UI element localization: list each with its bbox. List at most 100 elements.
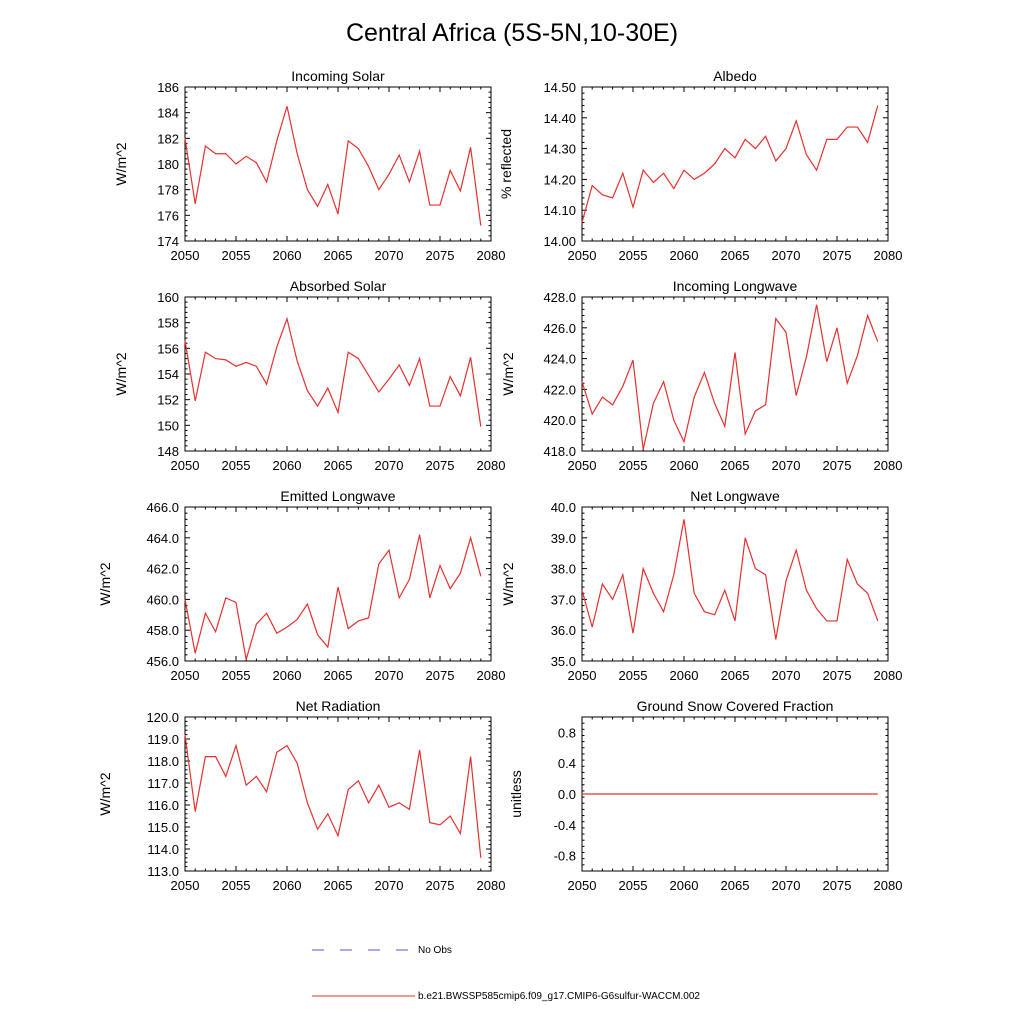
y-axis-label: W/m^2 [97,562,113,605]
x-tick-label: 2060 [273,878,302,893]
y-tick-label: 150 [157,418,179,433]
x-tick-label: 2070 [772,248,801,263]
panel-title: Incoming Solar [291,68,385,84]
panel-8: Ground Snow Covered Fraction unitless 2050… [508,698,902,893]
plot-frame [184,506,492,662]
x-tick-label: 2075 [823,878,852,893]
y-tick-label: 182 [157,131,179,146]
x-tick-label: 2080 [477,668,506,683]
x-tick-label: 2065 [324,248,353,263]
y-axis-label: W/m^2 [97,772,113,815]
x-tick-label: 2070 [375,458,404,473]
x-tick-label: 2080 [874,458,903,473]
x-tick-label: 2075 [823,458,852,473]
x-tick-label: 2080 [874,878,903,893]
x-tick-label: 2080 [874,668,903,683]
x-tick-label: 2080 [874,248,903,263]
x-tick-label: 2070 [375,248,404,263]
panel-2: Albedo % reflected 2050 2055 2060 2065 2070 207… [498,68,902,263]
y-tick-label: 462.0 [146,562,179,577]
y-tick-label: 39.0 [551,531,576,546]
y-tick-label: 186 [157,80,179,95]
y-axis-label: W/m^2 [500,352,516,395]
y-axis-label: W/m^2 [113,352,129,395]
plot-frame [581,506,889,662]
y-tick-label: 148 [157,444,179,459]
x-tick-label: 2060 [273,668,302,683]
plot-frame [184,86,492,242]
panel-7: Net Radiation W/m^2 2050 2055 2060 2065 2070 20… [97,698,505,893]
y-tick-label: 38.0 [551,562,576,577]
plot-frame [184,716,492,872]
x-tick-label: 2065 [721,248,750,263]
x-tick-label: 2060 [670,878,699,893]
panels: Incoming Solar W/m^2 2050 2055 2060 2065 2070 2… [97,68,902,893]
y-axis-label: % reflected [498,129,514,199]
y-tick-label: 174 [157,234,179,249]
y-tick-label: 14.30 [543,142,576,157]
x-tick-label: 2060 [670,248,699,263]
y-tick-label: 113.0 [147,864,179,879]
x-tick-label: 2065 [324,878,353,893]
y-tick-label: -0.4 [554,818,576,833]
x-tick-label: 2070 [772,668,801,683]
legend: No Obs b.e21.BWSSP585cmip6.f09_g17.CMIP6… [312,945,700,1002]
panel-3: Absorbed Solar W/m^2 2050 2055 2060 2065 2070 2… [113,278,505,473]
y-tick-label: 178 [157,183,179,198]
y-tick-label: 426.0 [543,321,576,336]
panel-title: Net Radiation [296,698,381,714]
x-tick-label: 2070 [772,458,801,473]
plot-frame [581,86,889,242]
series-line [184,316,482,427]
x-tick-label: 2075 [426,878,455,893]
x-tick-label: 2075 [426,248,455,263]
y-tick-label: 460.0 [146,592,179,607]
x-tick-label: 2055 [222,878,251,893]
panel-1: Incoming Solar W/m^2 2050 2055 2060 2065 2070 2… [113,68,505,263]
x-tick-label: 2075 [426,668,455,683]
x-tick-label: 2080 [477,248,506,263]
y-tick-label: 422.0 [543,382,576,397]
series-line [184,734,482,858]
x-tick-label: 2065 [721,668,750,683]
y-tick-label: 456.0 [146,654,179,669]
panel-5: Emitted Longwave W/m^2 2050 2055 2060 2065 207… [97,488,505,683]
x-tick-label: 2050 [171,248,200,263]
x-tick-label: 2065 [721,458,750,473]
panel-4: Incoming Longwave W/m^2 2050 2055 2060 2065 20… [500,278,902,473]
y-tick-label: 156 [157,341,179,356]
y-axis-label: unitless [508,770,524,817]
y-axis-label: W/m^2 [113,142,129,185]
panel-title: Incoming Longwave [673,278,798,294]
y-tick-label: 118.0 [147,754,179,769]
x-tick-label: 2070 [375,668,404,683]
panel-6: Net Longwave W/m^2 2050 2055 2060 2065 2070 207… [500,488,902,683]
y-tick-label: 0.4 [558,756,576,771]
x-tick-label: 2055 [619,878,648,893]
series-line [581,304,879,450]
x-tick-label: 2060 [670,458,699,473]
x-tick-label: 2070 [375,878,404,893]
x-tick-label: 2050 [171,878,200,893]
y-tick-label: 466.0 [146,500,179,515]
y-tick-label: 119.0 [147,732,179,747]
x-tick-label: 2055 [619,668,648,683]
x-tick-label: 2075 [823,668,852,683]
x-tick-label: 2065 [721,878,750,893]
x-tick-label: 2080 [477,878,506,893]
x-tick-label: 2055 [222,458,251,473]
x-tick-label: 2060 [670,668,699,683]
y-tick-label: 14.40 [543,111,576,126]
panel-title: Absorbed Solar [290,278,387,294]
y-tick-label: 14.00 [543,234,576,249]
y-tick-label: 0.8 [558,725,576,740]
y-tick-label: 115.0 [147,820,179,835]
x-tick-label: 2055 [619,248,648,263]
x-tick-label: 2060 [273,248,302,263]
x-tick-label: 2075 [823,248,852,263]
y-tick-label: 158 [157,316,179,331]
y-tick-label: 37.0 [551,592,576,607]
y-tick-label: 180 [157,157,179,172]
y-tick-label: 14.50 [543,80,576,95]
